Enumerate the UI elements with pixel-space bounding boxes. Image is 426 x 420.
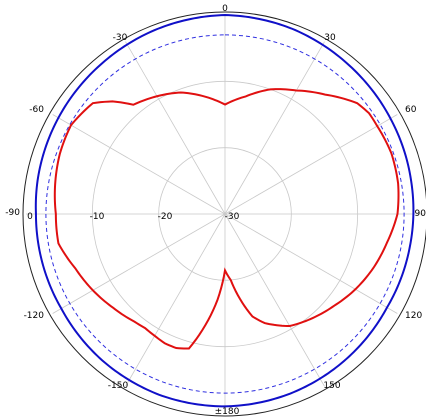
angular-grid-spoke (224, 41, 325, 215)
angle-tick-label: 0 (222, 4, 228, 14)
radial-tick-label: 0 (27, 212, 33, 222)
angular-grid-spoke (224, 114, 398, 215)
radial-tick-label: -20 (158, 212, 173, 222)
radial-tick-label: -30 (225, 212, 240, 222)
angle-tick-label: 60 (405, 105, 417, 115)
tick-labels: 0 30 60 90 120 150 ±180 -150 -120 -90 -60 -30 0 -10 -2… (5, 4, 426, 417)
angle-tick-label: -150 (108, 381, 129, 391)
angle-tick-label: 120 (405, 311, 422, 321)
angular-grid-spoke (125, 41, 226, 215)
angular-grid-spoke (52, 114, 226, 215)
angle-tick-label: 150 (323, 381, 340, 391)
angular-grid-spoke (224, 213, 325, 387)
angle-tick-label: -60 (29, 105, 44, 115)
polar-grid (22, 11, 426, 417)
angular-grid-spoke (125, 213, 226, 387)
series-layer (34, 13, 415, 408)
angular-grid-spoke (224, 213, 398, 314)
angle-tick-label: ±180 (215, 407, 240, 417)
angle-tick-label: -30 (113, 33, 128, 43)
angular-grid-spoke (52, 213, 226, 314)
angle-tick-label: -120 (24, 311, 45, 321)
series-line-1 (45, 34, 405, 394)
series-line-0 (34, 13, 415, 408)
angle-tick-label: 30 (324, 33, 336, 43)
radial-tick-label: -10 (90, 212, 105, 222)
angle-tick-label: 90 (415, 209, 426, 219)
angle-tick-label: -90 (5, 208, 20, 218)
outer-frame-circle (22, 11, 426, 417)
series-line-2 (53, 88, 400, 350)
